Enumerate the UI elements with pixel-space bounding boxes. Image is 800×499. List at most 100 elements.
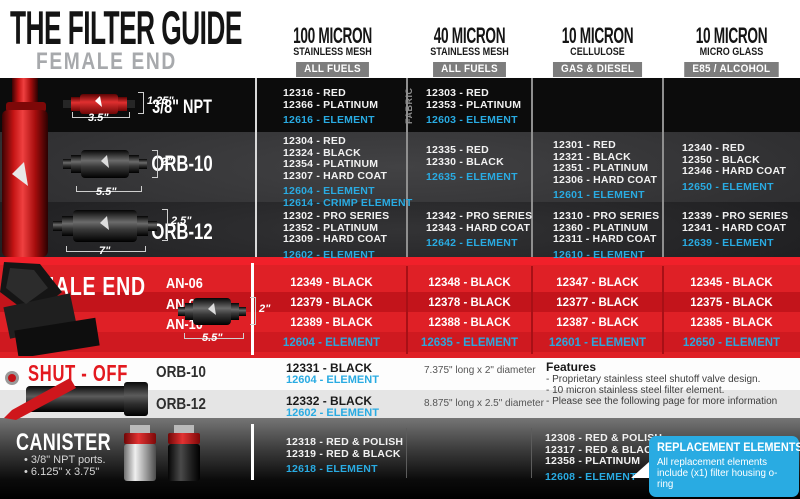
- element-number: 12616 - ELEMENT: [283, 114, 375, 126]
- element-number: 12604 - ELEMENT: [282, 337, 381, 349]
- dim-line: [184, 333, 244, 339]
- shutoff-row-label: ORB-12: [156, 396, 206, 413]
- dim-height-label: 1.25": [147, 95, 174, 107]
- part-number: 12388 - BLACK: [428, 317, 511, 329]
- column-micron-label: 10 MICRON: [695, 23, 768, 48]
- part-number: 12303 - RED: [426, 87, 489, 99]
- divider: [406, 266, 408, 354]
- part-number: 12339 - PRO SERIES: [682, 210, 789, 222]
- part-number: 12321 - BLACK: [553, 150, 631, 163]
- parts-cell: 12301 - RED 12321 - BLACK 12351 - PLATINUM…: [553, 139, 688, 202]
- part-number: 12360 - PLATINUM: [553, 221, 649, 234]
- part-number: 12343 - HARD COAT: [426, 221, 531, 234]
- part-number: 12350 - BLACK: [682, 153, 760, 166]
- canister-bullet: • 3/8" NPT ports.: [24, 454, 106, 466]
- parts-cell: 12308 - RED & POLISH 12317 - RED & BLACK 1…: [545, 432, 680, 483]
- divider: [662, 266, 664, 354]
- element-number: 12604 - ELEMENT: [283, 185, 375, 197]
- part-number: 12345 - BLACK: [690, 277, 773, 289]
- parts-cell: 12340 - RED 12350 - BLACK 12346 - HARD COA…: [682, 142, 800, 193]
- male-element-row-band: [0, 332, 800, 352]
- part-number: 12335 - RED: [426, 144, 489, 156]
- element-number: 12650 - ELEMENT: [682, 337, 781, 349]
- parts-cell: 12304 - RED 12324 - BLACK 12354 - PLATINUM…: [283, 135, 418, 209]
- fuel-badge: E85 / ALCOHOL: [684, 62, 779, 77]
- element-number: 12635 - ELEMENT: [426, 171, 518, 183]
- part-number: 12353 - PLATINUM: [426, 98, 522, 111]
- orb12-filter-image: [53, 210, 157, 242]
- parts-cell: 12310 - PRO SERIES 12360 - PLATINUM 12311 …: [553, 210, 688, 261]
- dim-length-label: 5.5": [96, 186, 117, 198]
- part-number: 12346 - HARD COAT: [682, 165, 787, 177]
- part-number: 12354 - PLATINUM: [283, 158, 379, 170]
- dim-height-label: 2.5": [171, 215, 192, 227]
- column-header-100-micron: 100 MICRON STAINLESS MESH ALL FUELS: [258, 23, 407, 77]
- divider: [251, 424, 254, 480]
- element-number: 12602 - ELEMENT: [283, 248, 375, 261]
- part-number: 12309 - HARD COAT: [283, 233, 388, 245]
- aeromotive-logo-icon: [95, 96, 102, 107]
- canister-bullet: • 6.125" x 3.75": [24, 466, 100, 478]
- part-number: 12308 - RED & POLISH: [545, 432, 663, 444]
- element-number: 12639 - ELEMENT: [682, 237, 774, 249]
- part-number: 12331 - BLACK: [286, 361, 373, 375]
- column-header-40-micron: 40 MICRON STAINLESS MESH ALL FUELS: [407, 25, 532, 77]
- shutoff-valve-photo: [4, 371, 148, 420]
- male-filter-image: [178, 298, 246, 325]
- feature-item: - Please see the following page for more…: [546, 396, 778, 407]
- dim-length-label: 7": [99, 245, 111, 257]
- male-fitting-photo: [0, 262, 100, 356]
- element-number: 12602 - ELEMENT: [286, 407, 379, 419]
- parts-cell: 12303 - RED 12353 - PLATINUM 12603 - ELEME…: [426, 87, 561, 127]
- element-number: 12604 - ELEMENT: [286, 374, 379, 386]
- part-number: 12307 - HARD COAT: [283, 169, 388, 182]
- npt-filter-image: [63, 94, 135, 114]
- dim-line: [162, 209, 168, 241]
- row-label-orb10: ORB-10: [151, 151, 213, 176]
- replacement-elements-box: REPLACEMENT ELEMENTS All replacement ele…: [649, 436, 800, 497]
- element-number: 12642 - ELEMENT: [426, 237, 518, 249]
- canister-heading: CANISTER: [16, 429, 112, 456]
- canister-photo: [124, 425, 200, 481]
- divider: [255, 78, 257, 257]
- shutoff-dims: 8.875" long x 2.5" diameter: [424, 398, 544, 409]
- part-number: 12348 - BLACK: [428, 277, 511, 289]
- part-number: 12349 - BLACK: [290, 277, 373, 289]
- part-number: 12311 - HARD COAT: [553, 233, 657, 245]
- part-number: 12301 - RED: [553, 139, 616, 151]
- parts-cell: 12302 - PRO SERIES 12352 - PLATINUM 12309 …: [283, 210, 418, 261]
- parts-cell: 12335 - RED 12330 - BLACK 12635 - ELEMENT: [426, 144, 561, 184]
- features-title: Features: [546, 360, 597, 374]
- dim-line: [138, 92, 144, 114]
- divider: [251, 263, 254, 355]
- part-number: 12318 - RED & POLISH: [286, 436, 404, 448]
- replacement-box-title: REPLACEMENT ELEMENTS: [657, 442, 800, 454]
- part-number: 12375 - BLACK: [690, 297, 773, 309]
- part-number: 12304 - RED: [283, 135, 346, 147]
- aeromotive-logo-icon: [12, 162, 28, 186]
- part-number: 12340 - RED: [682, 142, 745, 154]
- replacement-box-body: All replacement elements include (x1) fi…: [657, 457, 778, 490]
- part-number: 12389 - BLACK: [290, 317, 373, 329]
- part-number: 12347 - BLACK: [556, 277, 639, 289]
- divider: [531, 78, 533, 257]
- feature-item: - 10 micron stainless steel filter eleme…: [546, 385, 725, 396]
- divider: [406, 78, 408, 257]
- element-number: 12635 - ELEMENT: [420, 337, 519, 349]
- parts-cell: 12339 - PRO SERIES 12341 - HARD COAT 12639…: [682, 210, 800, 250]
- column-micron-label: 100 MICRON: [293, 23, 372, 48]
- element-number: 12601 - ELEMENT: [548, 337, 647, 349]
- part-number: 12379 - BLACK: [290, 297, 373, 309]
- row-label-npt: 3/8" NPT: [152, 97, 212, 118]
- part-number: 12310 - PRO SERIES: [553, 210, 660, 222]
- shutoff-dims: 7.375" long x 2" diameter: [424, 365, 536, 376]
- part-number: 12387 - BLACK: [556, 317, 639, 329]
- column-media-label: CELLULOSE: [570, 46, 625, 58]
- aeromotive-logo-icon: [208, 303, 216, 315]
- fuel-badge: GAS & DIESEL: [552, 62, 643, 77]
- divider: [406, 428, 407, 478]
- dim-line: [66, 246, 146, 252]
- element-number: 12650 - ELEMENT: [682, 180, 774, 193]
- parts-cell: 12316 - RED 12366 - PLATINUM 12616 - ELEME…: [283, 87, 418, 127]
- element-number: 12601 - ELEMENT: [553, 189, 645, 201]
